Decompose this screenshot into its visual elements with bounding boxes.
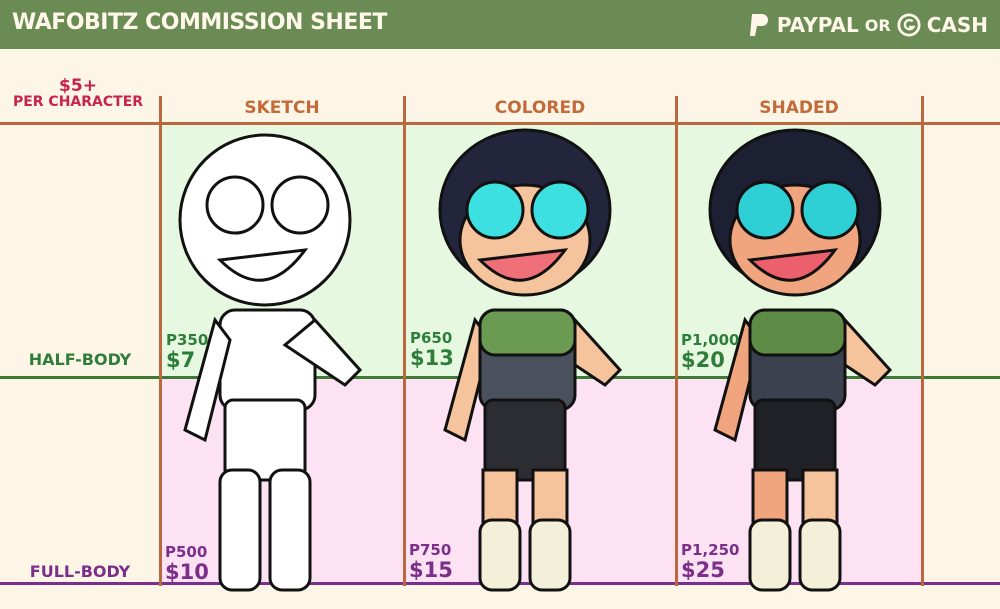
price-usd: $25	[681, 558, 725, 582]
column-sketch: SKETCH	[244, 98, 320, 118]
price-usd: $7	[166, 348, 196, 372]
price-php: P650	[410, 329, 453, 347]
sheet-title: WAFOBITZ COMMISSION SHEET	[12, 10, 387, 35]
base-price-amount: $5+	[59, 76, 97, 96]
gcash-logo-icon	[897, 13, 921, 37]
price-usd: $13	[410, 346, 454, 370]
column-divider	[159, 96, 162, 586]
gcash-label: CASH	[926, 13, 988, 37]
price-php: P500	[165, 543, 208, 561]
base-price-label: PER CHARACTER	[12, 94, 144, 110]
price-php: P1,250	[681, 541, 740, 559]
or-label: OR	[864, 15, 891, 35]
column-shaded: SHADED	[759, 98, 839, 118]
column-divider	[921, 96, 924, 586]
paypal-logo-icon	[749, 14, 768, 36]
shaded-character-illustration	[708, 128, 893, 592]
payment-methods: PAYPAL OR CASH	[747, 12, 988, 38]
sketch-character-illustration	[178, 133, 363, 592]
column-divider	[403, 96, 406, 586]
price-php: P350	[166, 331, 209, 349]
base-price: $5+ PER CHARACTER	[0, 76, 156, 111]
price-half-shaded: P1,000 $20	[681, 330, 740, 372]
price-php: P1,000	[681, 331, 740, 349]
column-colored: COLORED	[494, 98, 586, 118]
price-full-sketch: P500 $10	[165, 542, 209, 584]
price-usd: $10	[165, 560, 209, 584]
price-usd: $15	[409, 558, 453, 582]
header-bar: WAFOBITZ COMMISSION SHEET PAYPAL OR CASH	[0, 0, 1000, 49]
price-php: P750	[409, 541, 452, 559]
price-half-sketch: P350 $7	[166, 330, 209, 372]
paypal-label: PAYPAL	[776, 13, 859, 37]
price-full-colored: P750 $15	[409, 540, 453, 582]
price-full-shaded: P1,250 $25	[681, 540, 740, 582]
column-divider	[675, 96, 678, 586]
row-full-body: FULL-BODY	[29, 562, 131, 581]
header-divider	[0, 122, 1000, 125]
row-half-body: HALF-BODY	[28, 350, 132, 369]
price-half-colored: P650 $13	[410, 328, 454, 370]
price-usd: $20	[681, 348, 725, 372]
colored-character-illustration	[438, 128, 623, 592]
